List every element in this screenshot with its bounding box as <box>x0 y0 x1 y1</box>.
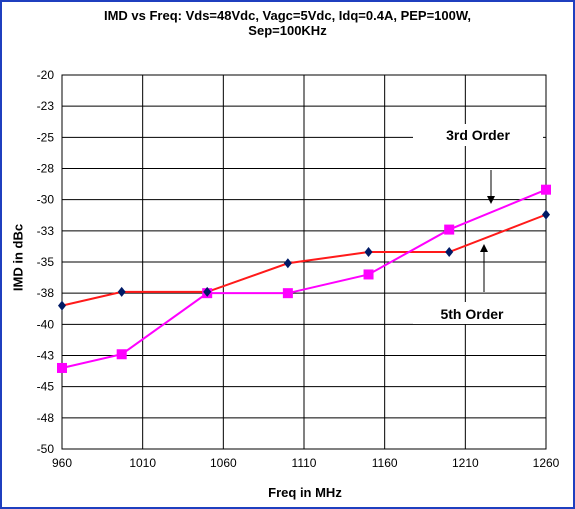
x-tick-label: 960 <box>52 456 72 470</box>
y-tick-label: -38 <box>37 286 55 300</box>
y-tick-label: -33 <box>37 224 55 238</box>
y-tick-label: -20 <box>37 68 55 82</box>
y-tick-label: -48 <box>37 411 55 425</box>
data-point-3rd-order <box>444 224 455 235</box>
chart-title: IMD vs Freq: Vds=48Vdc, Vagc=5Vdc, Idq=0… <box>103 8 472 23</box>
y-tick-label: -23 <box>37 99 55 113</box>
data-point-3rd-order <box>541 184 551 195</box>
data-point-5th-order <box>283 258 292 269</box>
chart-title-line2: Sep=100KHz <box>248 23 327 38</box>
y-tick-label: -30 <box>37 193 55 207</box>
data-point-3rd-order <box>363 269 374 280</box>
y-tick-label: -35 <box>37 255 55 269</box>
annotation-arrowhead-3rd <box>487 196 495 204</box>
series-group <box>57 184 551 373</box>
annotation-3rd-order: 3rd Order <box>446 127 510 143</box>
x-tick-label: 1110 <box>292 456 317 470</box>
data-point-5th-order <box>117 286 126 297</box>
data-point-3rd-order <box>282 288 293 299</box>
y-tick-label: -40 <box>37 317 55 331</box>
x-tick-label: 1060 <box>210 456 237 470</box>
data-point-5th-order <box>203 286 212 297</box>
y-axis-label: IMD in dBc <box>10 223 26 292</box>
annotation-box-5th <box>413 302 543 324</box>
x-tick-label: 1210 <box>452 456 479 470</box>
x-tick-label: 1160 <box>372 456 398 470</box>
y-tick-label: -50 <box>37 442 55 456</box>
data-point-3rd-order <box>57 362 67 373</box>
data-point-5th-order <box>445 247 454 258</box>
data-point-3rd-order <box>116 349 127 360</box>
annotation-arrowhead-5th <box>480 244 488 252</box>
data-point-5th-order <box>364 247 373 258</box>
x-axis-ticks: 960 1010 1060 1110 1160 1210 1260 <box>52 456 560 470</box>
y-tick-label: -43 <box>37 349 55 363</box>
annotation-5th-order: 5th Order <box>440 306 504 322</box>
x-axis-label: Freq in MHz <box>268 485 342 500</box>
x-tick-label: 1010 <box>129 456 156 470</box>
y-tick-label: -25 <box>37 130 55 144</box>
y-tick-label: -28 <box>37 162 55 176</box>
data-point-5th-order <box>58 300 66 311</box>
x-tick-label: 1260 <box>533 456 560 470</box>
annotation-box-3rd <box>413 124 543 146</box>
y-tick-label: -45 <box>37 380 55 394</box>
data-point-5th-order <box>542 209 550 220</box>
y-axis-ticks: -20 -23 -25 -28 -30 -33 -35 -38 -40 -43 -45 -48 -50 <box>37 68 55 456</box>
